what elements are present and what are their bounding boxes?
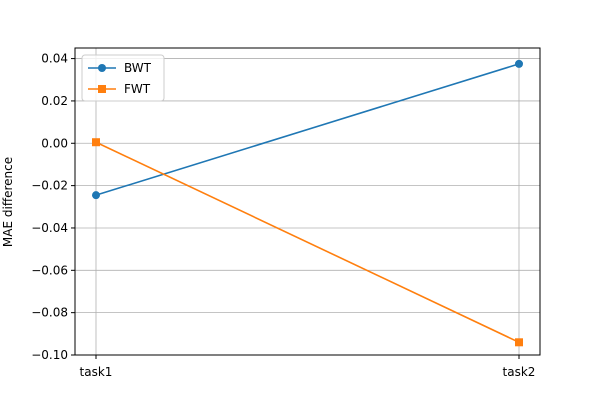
y-tick-label: −0.06: [31, 263, 68, 277]
data-point: [515, 338, 523, 347]
axes: −0.10 −0.08 −0.06 −0.04 −0.02 0.00 0.02 0.04 tas…: [31, 47, 541, 379]
y-tick-label: −0.02: [31, 179, 68, 193]
x-tick-label: task2: [503, 365, 536, 379]
legend-label: FWT: [124, 82, 151, 96]
y-tick-label: −0.04: [31, 221, 68, 235]
series-bwt: [92, 59, 523, 200]
y-tick-label: −0.08: [31, 306, 68, 320]
plot-frame: [74, 47, 541, 356]
y-tick-label: 0.04: [41, 52, 68, 66]
data-point: [92, 191, 100, 200]
y-tick-label: 0.00: [41, 136, 68, 150]
legend-box: [81, 54, 165, 102]
data-point: [515, 59, 523, 68]
legend-label: BWT: [124, 61, 152, 75]
data-point: [92, 138, 100, 147]
series-line: [95, 141, 520, 344]
legend-item: FWT: [88, 82, 151, 96]
y-tick-label: −0.10: [31, 348, 68, 362]
series-fwt: [92, 138, 523, 347]
y-tick-label: 0.02: [41, 94, 68, 108]
y-axis-label: MAE difference: [1, 157, 15, 247]
series: [92, 59, 523, 347]
legend: BWT FWT: [81, 54, 165, 102]
series-line: [95, 63, 520, 196]
x-tick-label: task1: [80, 365, 113, 379]
legend-marker: [98, 64, 106, 72]
legend-item: BWT: [88, 61, 152, 75]
legend-marker: [98, 85, 106, 93]
